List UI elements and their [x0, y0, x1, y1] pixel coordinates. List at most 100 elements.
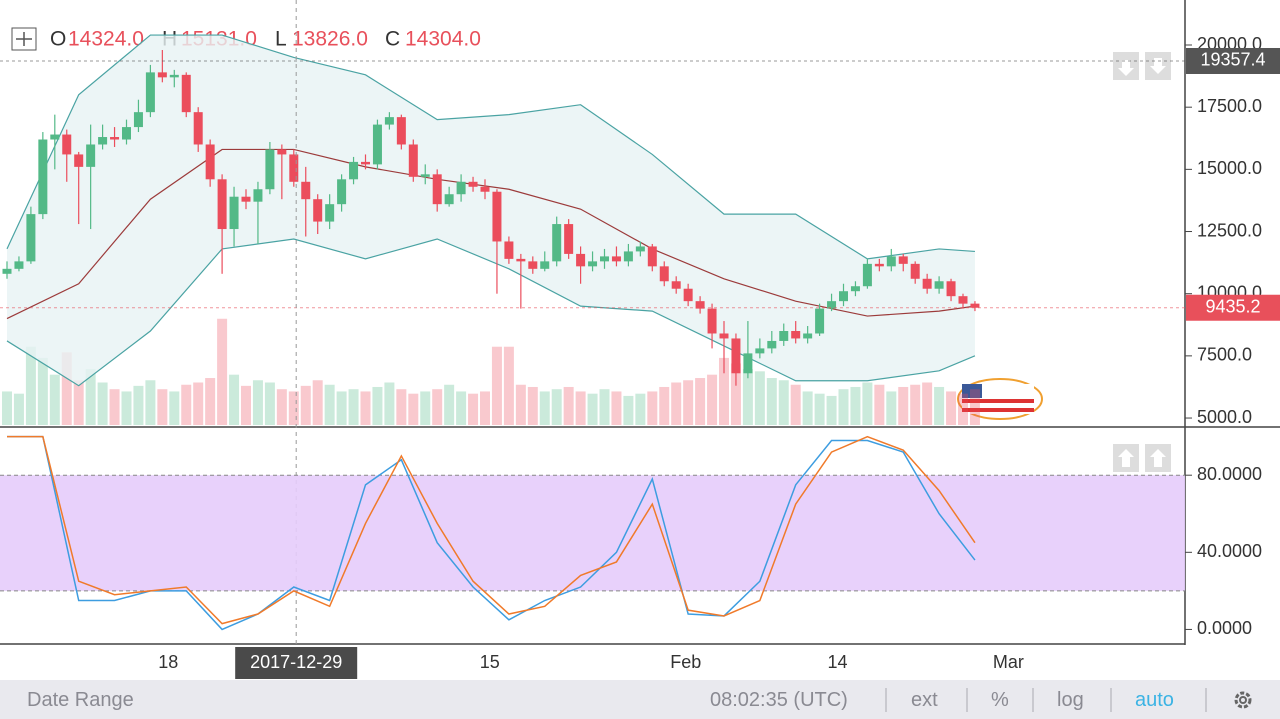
candle-body [719, 333, 729, 339]
ohlc-key: C [385, 28, 400, 51]
candle-body [588, 261, 598, 267]
y-tick-label: 15000.0 [1197, 158, 1262, 178]
volume-bar [707, 374, 718, 425]
volume-bar [324, 384, 335, 425]
y-tick-label: 17500.0 [1197, 96, 1262, 116]
log-button[interactable]: log [1057, 689, 1084, 711]
candle-body [74, 154, 84, 167]
candle-body [886, 256, 896, 267]
volume-bar [587, 393, 598, 425]
ohlc-value: 13826.0 [292, 28, 368, 51]
volume-bar [683, 380, 694, 425]
candle-body [767, 340, 777, 349]
volume-bar [946, 391, 957, 425]
volume-bar [623, 395, 634, 425]
volume-bar [264, 382, 275, 425]
ohlc-value: 14324.0 [68, 28, 144, 51]
candle-body [707, 308, 717, 334]
volume-bar [372, 386, 383, 425]
candle-body [432, 174, 442, 205]
volume-bar [778, 380, 789, 425]
symbol-icon-cross [16, 32, 32, 46]
candle-body [325, 204, 335, 222]
volume-bar [575, 391, 586, 425]
band-fill [7, 35, 975, 386]
volume-bar [85, 369, 96, 425]
y-tick-label: 0.0000 [1197, 618, 1252, 638]
candle-body [791, 330, 801, 339]
separator [1032, 688, 1034, 712]
candle-body [253, 189, 263, 202]
candle-body [361, 161, 370, 165]
candle-body [289, 154, 299, 182]
candle-body [205, 144, 215, 180]
x-tick-label: 15 [480, 652, 500, 672]
candle-body [803, 333, 813, 339]
date-range-button[interactable]: Date Range [27, 689, 134, 711]
separator [885, 688, 887, 712]
volume-bar [217, 318, 228, 425]
volume-bar [814, 393, 825, 425]
candle-body [157, 72, 167, 78]
candle-body [815, 308, 825, 334]
volume-bar [826, 395, 837, 425]
volume-bar [49, 374, 60, 425]
candle-body [349, 161, 359, 180]
bollinger-middle [6, 148, 976, 320]
ohlc-key: O [50, 28, 66, 51]
candle-body [384, 117, 394, 125]
volume-bar [527, 386, 538, 425]
candle-body [850, 286, 860, 292]
volume-bar [886, 391, 897, 425]
auto-button[interactable]: auto [1135, 689, 1174, 711]
price-label-box [1186, 294, 1280, 321]
volume-bar [850, 386, 861, 425]
bollinger-lower [6, 238, 976, 387]
ext-button[interactable]: ext [911, 689, 938, 711]
volume-bar [563, 386, 574, 425]
percent-button[interactable]: % [991, 689, 1009, 711]
price-label: 9435.2 [1205, 296, 1260, 316]
candle-body [277, 149, 287, 155]
candle-body [133, 112, 143, 128]
volume-bar [695, 378, 706, 425]
separator [966, 688, 968, 712]
volume-bar [719, 357, 729, 425]
price-label: 19357.4 [1200, 50, 1265, 70]
volume-bar [288, 391, 299, 425]
volume-bar [444, 384, 455, 425]
candle-body [241, 196, 251, 202]
candle-body [695, 301, 705, 309]
volume-bar [25, 346, 36, 425]
volume-bar [503, 346, 514, 425]
volume-bar [802, 391, 813, 425]
candle-body [408, 144, 418, 177]
volume-bar [61, 352, 72, 425]
currency-badge [957, 378, 1043, 420]
candle-body [444, 194, 454, 205]
ohlc-value: 14304.0 [405, 28, 481, 51]
volume-bar [671, 382, 682, 425]
candle-body [492, 191, 502, 242]
candle-body [420, 174, 430, 177]
candle-body [372, 124, 382, 165]
volume-bar [205, 378, 216, 425]
candle-body [528, 261, 538, 269]
settings-icon[interactable] [1231, 688, 1255, 712]
volume-bar [551, 389, 562, 425]
candle-body [874, 263, 884, 267]
toolbar: Date Range 08:02:35 (UTC) ext % log auto [0, 680, 1280, 719]
candle-body [468, 181, 478, 187]
clock: 08:02:35 (UTC) [710, 689, 848, 711]
separator [1205, 688, 1207, 712]
volume-bar [181, 384, 192, 425]
y-tick-label: 40.0000 [1197, 541, 1262, 561]
volume-bar [635, 393, 646, 425]
volume-bar [252, 380, 263, 425]
volume-bar [420, 391, 431, 425]
volume-bar [491, 346, 502, 425]
candle-body [552, 224, 562, 262]
volume-bar [169, 391, 180, 425]
volume-bar [730, 363, 741, 425]
candle-body [456, 181, 466, 195]
